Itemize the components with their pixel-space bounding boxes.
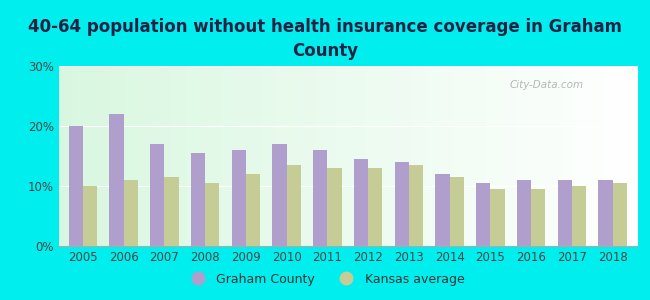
Bar — [490, 189, 504, 246]
Bar — [150, 144, 164, 246]
Bar — [517, 180, 531, 246]
Bar — [328, 168, 342, 246]
Bar — [231, 150, 246, 246]
Bar — [109, 114, 124, 246]
Bar — [531, 189, 545, 246]
Bar — [395, 162, 409, 246]
Bar — [313, 150, 328, 246]
Bar — [612, 183, 627, 246]
Text: 40-64 population without health insurance coverage in Graham
County: 40-64 population without health insuranc… — [28, 18, 622, 60]
Bar — [191, 153, 205, 246]
Bar — [476, 183, 490, 246]
Bar — [436, 174, 450, 246]
Bar — [572, 186, 586, 246]
Bar — [354, 159, 368, 246]
Bar — [287, 165, 301, 246]
Bar — [598, 180, 612, 246]
Bar — [164, 177, 179, 246]
Bar — [409, 165, 423, 246]
Bar — [450, 177, 464, 246]
Bar — [124, 180, 138, 246]
Legend: Graham County, Kansas average: Graham County, Kansas average — [180, 268, 470, 291]
Bar — [83, 186, 98, 246]
Bar — [205, 183, 220, 246]
Bar — [69, 126, 83, 246]
Bar — [368, 168, 382, 246]
Text: City-Data.com: City-Data.com — [510, 80, 584, 90]
Bar — [558, 180, 572, 246]
Bar — [272, 144, 287, 246]
Bar — [246, 174, 260, 246]
